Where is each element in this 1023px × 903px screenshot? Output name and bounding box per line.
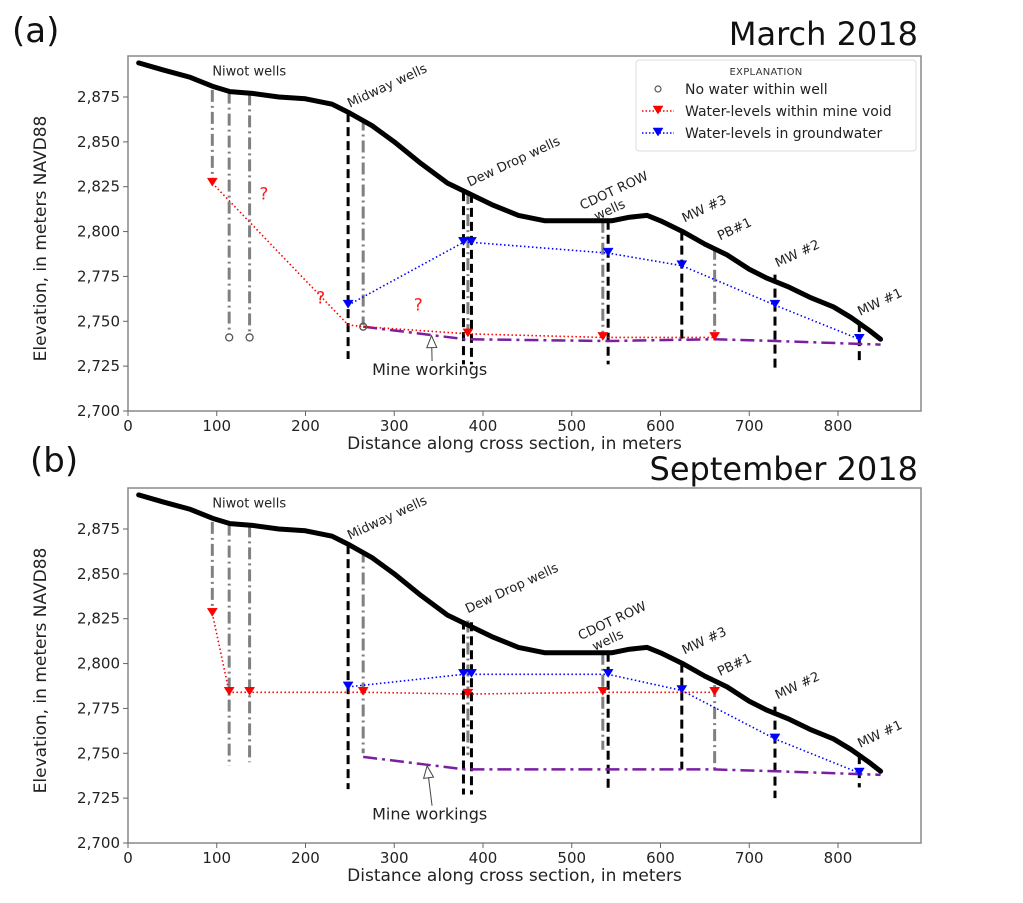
no-water-marker <box>359 322 368 331</box>
y-tick-label: 2,725 <box>77 789 120 807</box>
mine-void-water-level-marker <box>709 332 721 341</box>
groundwater-level-marker <box>602 669 614 678</box>
panel-title-a: March 2018 <box>729 15 918 53</box>
x-tick-label: 800 <box>824 417 853 435</box>
panel-label-a: (a) <box>12 11 59 51</box>
panel-label-b: (b) <box>30 441 78 481</box>
x-tick-label: 300 <box>380 417 409 435</box>
y-tick-label: 2,850 <box>77 565 120 583</box>
groundwater-level-marker <box>466 669 477 678</box>
groundwater-level-marker <box>676 685 688 694</box>
mine-void-water-level-marker <box>462 328 474 338</box>
y-tick-label: 2,850 <box>77 133 120 151</box>
x-tick-label: 600 <box>646 849 675 867</box>
annotation-arrowhead <box>422 764 435 779</box>
groundwater-level-marker <box>342 299 354 309</box>
y-tick-label: 2,725 <box>77 357 120 375</box>
mine-void-water-level-marker <box>597 687 609 696</box>
uncertainty-mark: ? <box>316 288 325 308</box>
mine-void-water-level-marker <box>709 687 721 696</box>
x-tick-label: 600 <box>646 417 675 435</box>
mine-void-water-level-marker <box>597 332 609 341</box>
uncertainty-mark: ? <box>414 296 423 316</box>
groundwater-level-marker <box>342 681 354 691</box>
x-axis-label: Distance along cross section, in meters <box>347 434 682 454</box>
panel-a: (a) March 2018 0 100 200 300 400 500 600 700 800… <box>12 11 922 454</box>
x-tick-label: 0 <box>123 849 133 867</box>
no-water-marker <box>245 333 254 342</box>
y-tick-label: 2,825 <box>77 178 120 196</box>
x-tick-label: 500 <box>557 849 586 867</box>
mine-workings-line <box>363 755 881 777</box>
legend-groundwater-icon <box>652 127 664 137</box>
well-group-label: Niwot wells <box>212 64 286 79</box>
groundwater-level-marker <box>602 247 614 257</box>
ground-surface-line <box>136 60 884 342</box>
groundwater-level-marker <box>466 237 477 246</box>
y-tick-label: 2,775 <box>77 267 120 285</box>
legend-no-water-icon <box>654 85 662 93</box>
groundwater-level-marker <box>676 260 688 270</box>
groundwater-level-marker <box>853 767 865 777</box>
x-tick-label: 400 <box>469 849 498 867</box>
y-axis-label: Elevation, in meters NAVD88 <box>31 548 51 794</box>
y-tick-label: 2,800 <box>77 223 120 241</box>
mine-void-water-level-marker <box>206 177 218 187</box>
x-tick-label: 100 <box>202 849 231 867</box>
y-tick-label: 2,700 <box>77 834 120 852</box>
x-tick-label: 300 <box>380 849 409 867</box>
groundwater-level-marker <box>458 237 469 246</box>
x-tick-label: 700 <box>735 417 764 435</box>
y-axis-label: Elevation, in meters NAVD88 <box>31 116 51 362</box>
panel-title-b: September 2018 <box>650 450 918 488</box>
ground-surface-line <box>136 492 884 774</box>
y-tick-label: 2,875 <box>77 520 120 538</box>
well-group-label: Niwot wells <box>212 496 286 511</box>
legend-mine-void-icon <box>652 105 664 115</box>
legend-entry-label: Water-levels within mine void <box>685 104 892 120</box>
x-tick-label: 700 <box>735 849 764 867</box>
panel-b: (b) September 2018 0 100 200 300 400 500 600 70… <box>30 441 922 886</box>
annotation-arrowhead <box>426 334 438 349</box>
y-tick-label: 2,750 <box>77 312 120 330</box>
x-tick-label: 800 <box>824 849 853 867</box>
x-tick-label: 200 <box>291 849 320 867</box>
legend-entry-label: Water-levels in groundwater <box>685 126 882 142</box>
x-tick-label: 0 <box>123 417 133 435</box>
legend-entry-label: No water within well <box>685 82 828 98</box>
mine-void-water-level-marker <box>244 687 256 696</box>
x-axis-label: Distance along cross section, in meters <box>347 866 682 886</box>
no-water-marker <box>225 333 234 342</box>
mine-void-water-level-marker <box>206 608 218 617</box>
plot-area-a: 0 100 200 300 400 500 600 700 800 2,700 2,725 2,750… <box>31 55 922 454</box>
groundwater-level-marker <box>853 333 865 343</box>
y-tick-label: 2,775 <box>77 699 120 717</box>
mine-void-water-level-marker <box>223 687 235 696</box>
groundwater-level-marker <box>769 733 781 743</box>
plot-area-b: 0 100 200 300 400 500 600 700 800 2,700 2,725 2,750… <box>31 487 922 886</box>
y-tick-label: 2,825 <box>77 610 120 628</box>
y-tick-label: 2,750 <box>77 744 120 762</box>
y-tick-label: 2,875 <box>77 88 120 106</box>
y-tick-label: 2,700 <box>77 402 120 420</box>
mine-workings-line <box>363 325 881 346</box>
mine-void-water-level-marker <box>357 687 369 696</box>
y-tick-label: 2,800 <box>77 655 120 673</box>
legend-title: EXPLANATION <box>729 67 802 78</box>
x-tick-label: 400 <box>469 417 498 435</box>
mine-workings-annotation: Mine workings <box>372 360 487 379</box>
mine-workings-annotation: Mine workings <box>372 805 487 824</box>
uncertainty-mark: ? <box>259 184 268 204</box>
x-tick-label: 500 <box>557 417 586 435</box>
x-tick-label: 200 <box>291 417 320 435</box>
mine-void-water-level-marker <box>462 688 474 698</box>
groundwater-level-marker <box>458 669 469 678</box>
legend: EXPLANATION No water within well Water-lev… <box>635 59 917 152</box>
plot-frame <box>127 487 922 844</box>
x-tick-label: 100 <box>202 417 231 435</box>
legend-box <box>635 59 917 152</box>
groundwater-level-marker <box>769 299 781 309</box>
